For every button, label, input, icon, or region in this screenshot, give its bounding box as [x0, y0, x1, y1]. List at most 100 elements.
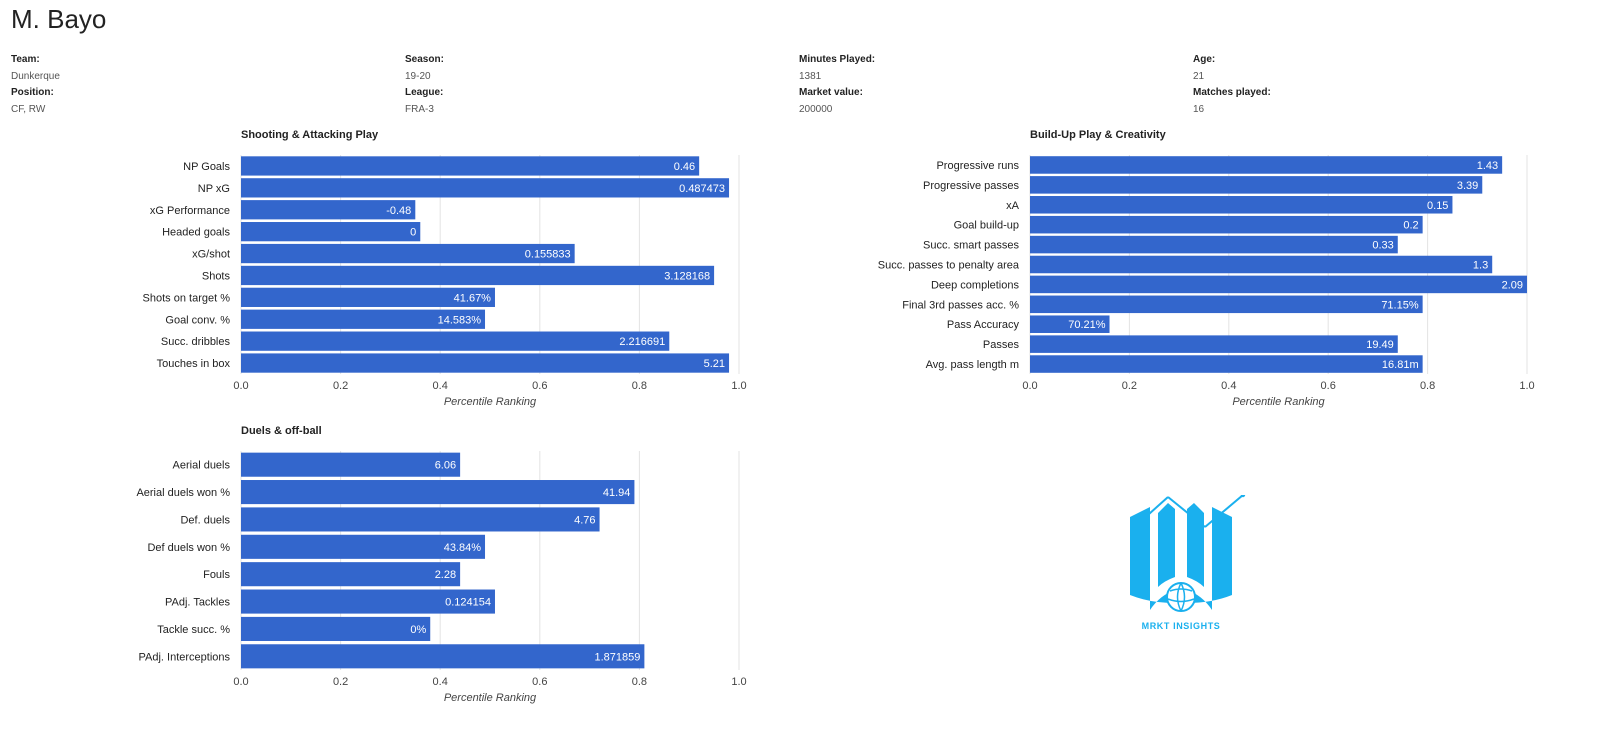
category-label: Touches in box: [157, 358, 231, 370]
info-value: CF, RW: [11, 104, 46, 115]
bar-value-label: 41.67%: [454, 292, 492, 304]
tick-label: 0.4: [433, 380, 448, 392]
category-label: Fouls: [203, 569, 230, 581]
bar: [241, 331, 670, 351]
info-label: Season:: [405, 54, 444, 65]
category-label: Aerial duels: [173, 460, 231, 472]
bar: [241, 287, 495, 307]
bar: [1030, 335, 1398, 353]
category-label: Shots on target %: [143, 292, 231, 304]
category-label: Progressive runs: [936, 160, 1019, 172]
chart-book-ball-logo: [1130, 495, 1246, 612]
info-age: Age: 21: [1193, 52, 1215, 85]
tick-label: 0.2: [333, 380, 348, 392]
bar: [241, 534, 486, 559]
bar-value-label: 71.15%: [1381, 299, 1419, 311]
info-market-value: Market value: 200000: [799, 85, 863, 118]
category-label: Final 3rd passes acc. %: [902, 299, 1019, 311]
bar: [241, 644, 645, 669]
info-label: Minutes Played:: [799, 54, 876, 65]
bar: [241, 178, 730, 198]
bar-value-label: 70.21%: [1068, 319, 1106, 331]
category-label: Def. duels: [180, 514, 230, 526]
tick-label: 0.6: [532, 380, 547, 392]
info-position: Position: CF, RW: [11, 85, 54, 118]
bar-value-label: -0.48: [386, 205, 411, 217]
category-label: Succ. smart passes: [923, 240, 1019, 252]
tick-label: 0.8: [632, 676, 647, 688]
info-label: Position:: [11, 87, 54, 98]
tick-label: 0.2: [1122, 380, 1137, 392]
bar: [1030, 215, 1423, 234]
info-league: League: FRA-3: [405, 85, 443, 118]
bar: [1030, 315, 1110, 333]
x-axis-label: Percentile Ranking: [444, 396, 537, 408]
shooting-attacking-chart: Shooting & Attacking Play 0.0 0.2 0.4 0.6 0.8…: [143, 129, 747, 408]
bar-value-label: 1.871859: [594, 651, 640, 663]
bar-value-label: 1.43: [1477, 160, 1498, 172]
bar-value-label: 19.49: [1366, 339, 1394, 351]
info-minutes-played: Minutes Played: 1381: [799, 52, 875, 85]
bar-value-label: 0.124154: [445, 597, 491, 609]
tick-label: 0.0: [233, 676, 248, 688]
category-label: Goal build-up: [954, 220, 1019, 232]
chart-title: Duels & off-ball: [241, 425, 322, 437]
bar: [1030, 275, 1527, 294]
info-value: 200000: [799, 104, 833, 115]
info-value: Dunkerque: [11, 71, 60, 82]
bar-value-label: 16.81m: [1382, 359, 1419, 371]
x-axis-label: Percentile Ranking: [1232, 396, 1325, 408]
tick-label: 0.4: [433, 676, 448, 688]
info-value: 21: [1193, 71, 1205, 82]
category-label: Aerial duels won %: [136, 487, 230, 499]
bar: [1030, 235, 1398, 254]
bar-value-label: 1.3: [1473, 260, 1488, 272]
bar-value-label: 0: [410, 227, 416, 239]
info-label: League:: [405, 87, 444, 98]
category-label: Succ. passes to penalty area: [878, 260, 1020, 272]
category-label: Def duels won %: [147, 542, 230, 554]
tick-label: 0.2: [333, 676, 348, 688]
tick-label: 0.0: [1022, 380, 1037, 392]
x-axis-label: Percentile Ranking: [444, 692, 537, 704]
info-season: Season: 19-20: [405, 52, 444, 85]
tick-label: 1.0: [731, 676, 746, 688]
buildup-creativity-chart: Build-Up Play & Creativity 0.0 0.2 0.4 0.6 0.…: [878, 129, 1535, 408]
duels-offball-chart: Duels & off-ball 0.0 0.2 0.4 0.6 0.8 1.0 Aerial…: [136, 425, 746, 704]
tick-label: 0.8: [1420, 380, 1435, 392]
category-label: NP Goals: [183, 161, 230, 173]
category-label: xG Performance: [150, 205, 230, 217]
tick-label: 1.0: [1519, 380, 1534, 392]
tick-label: 0.6: [532, 676, 547, 688]
info-label: Age:: [1193, 54, 1216, 65]
bar-value-label: 0.155833: [525, 249, 571, 261]
chart-title: Shooting & Attacking Play: [241, 129, 379, 141]
category-label: Avg. pass length m: [926, 359, 1019, 371]
bar: [241, 222, 421, 242]
bar-value-label: 43.84%: [444, 542, 482, 554]
category-label: PAdj. Interceptions: [138, 651, 230, 663]
bar: [241, 309, 486, 329]
bar-value-label: 0.15: [1427, 200, 1448, 212]
tick-label: 0.8: [632, 380, 647, 392]
tick-label: 1.0: [731, 380, 746, 392]
info-value: 16: [1193, 104, 1205, 115]
bar-value-label: 0.46: [674, 161, 695, 173]
player-name: M. Bayo: [11, 4, 107, 34]
category-label: PAdj. Tackles: [165, 597, 231, 609]
category-label: Tackle succ. %: [157, 624, 230, 636]
bar: [1030, 156, 1503, 174]
tick-label: 0.4: [1221, 380, 1236, 392]
bar-value-label: 41.94: [603, 487, 631, 499]
bar: [241, 353, 730, 373]
category-label: Succ. dribbles: [161, 336, 231, 348]
bar-value-label: 3.128168: [664, 270, 710, 282]
bar: [1030, 355, 1423, 373]
bar: [241, 452, 461, 477]
tick-label: 0.0: [233, 380, 248, 392]
bar: [241, 480, 635, 505]
bar: [241, 562, 461, 587]
bar: [241, 265, 715, 286]
bar: [241, 243, 575, 264]
bar: [241, 200, 416, 220]
